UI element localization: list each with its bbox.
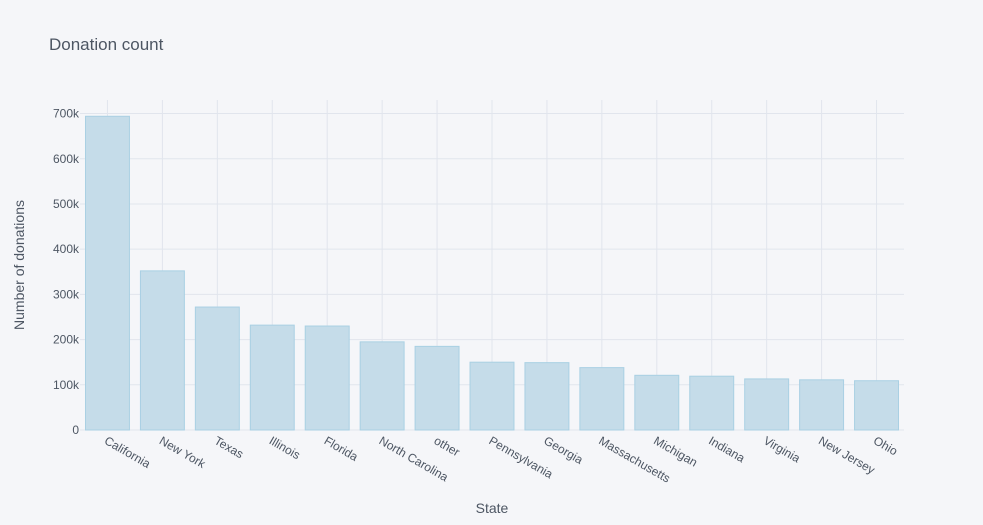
x-tick-label: Texas: [212, 433, 246, 461]
x-tick-label: Virginia: [761, 433, 803, 465]
bar[interactable]: [304, 325, 350, 431]
y-tick-label: 700k: [53, 107, 80, 121]
bars: [84, 115, 900, 431]
bar[interactable]: [689, 375, 735, 431]
y-tick-label: 0: [72, 423, 79, 437]
x-tick-label: Indiana: [706, 433, 747, 465]
bar[interactable]: [84, 115, 130, 431]
bar[interactable]: [359, 341, 405, 431]
y-tick-label: 300k: [53, 287, 80, 301]
x-tick-label: New York: [157, 433, 209, 471]
x-tick-label: Georgia: [541, 433, 585, 467]
x-tick-label: Michigan: [651, 433, 700, 469]
bar[interactable]: [799, 379, 845, 431]
y-axis-title: Number of donations: [11, 200, 27, 330]
y-axis-ticks: 0 100k 200k 300k 400k 500k 600k 700k: [53, 107, 80, 437]
x-tick-label: New Jersey: [816, 433, 877, 476]
x-tick-label: Illinois: [267, 433, 303, 462]
y-tick-label: 600k: [53, 152, 80, 166]
x-tick-label: California: [102, 433, 153, 471]
bar[interactable]: [194, 306, 240, 431]
bar[interactable]: [854, 380, 900, 431]
y-tick-label: 200k: [53, 333, 80, 347]
bar[interactable]: [634, 374, 680, 431]
y-tick-label: 400k: [53, 242, 80, 256]
x-axis-title: State: [476, 500, 509, 516]
bar[interactable]: [524, 362, 570, 431]
bar[interactable]: [414, 345, 460, 431]
y-tick-label: 100k: [53, 378, 80, 392]
bar[interactable]: [744, 378, 790, 431]
x-axis-ticks: California New York Texas Illinois Florida No…: [102, 433, 900, 485]
x-tick-label: Ohio: [871, 433, 900, 458]
bar[interactable]: [139, 270, 185, 431]
y-tick-label: 500k: [53, 197, 80, 211]
x-tick-label: Florida: [322, 433, 361, 464]
x-tick-label: other: [432, 433, 463, 459]
bar[interactable]: [579, 367, 625, 431]
bar[interactable]: [469, 361, 515, 431]
chart-title: Donation count: [49, 35, 164, 54]
bar[interactable]: [249, 324, 295, 431]
